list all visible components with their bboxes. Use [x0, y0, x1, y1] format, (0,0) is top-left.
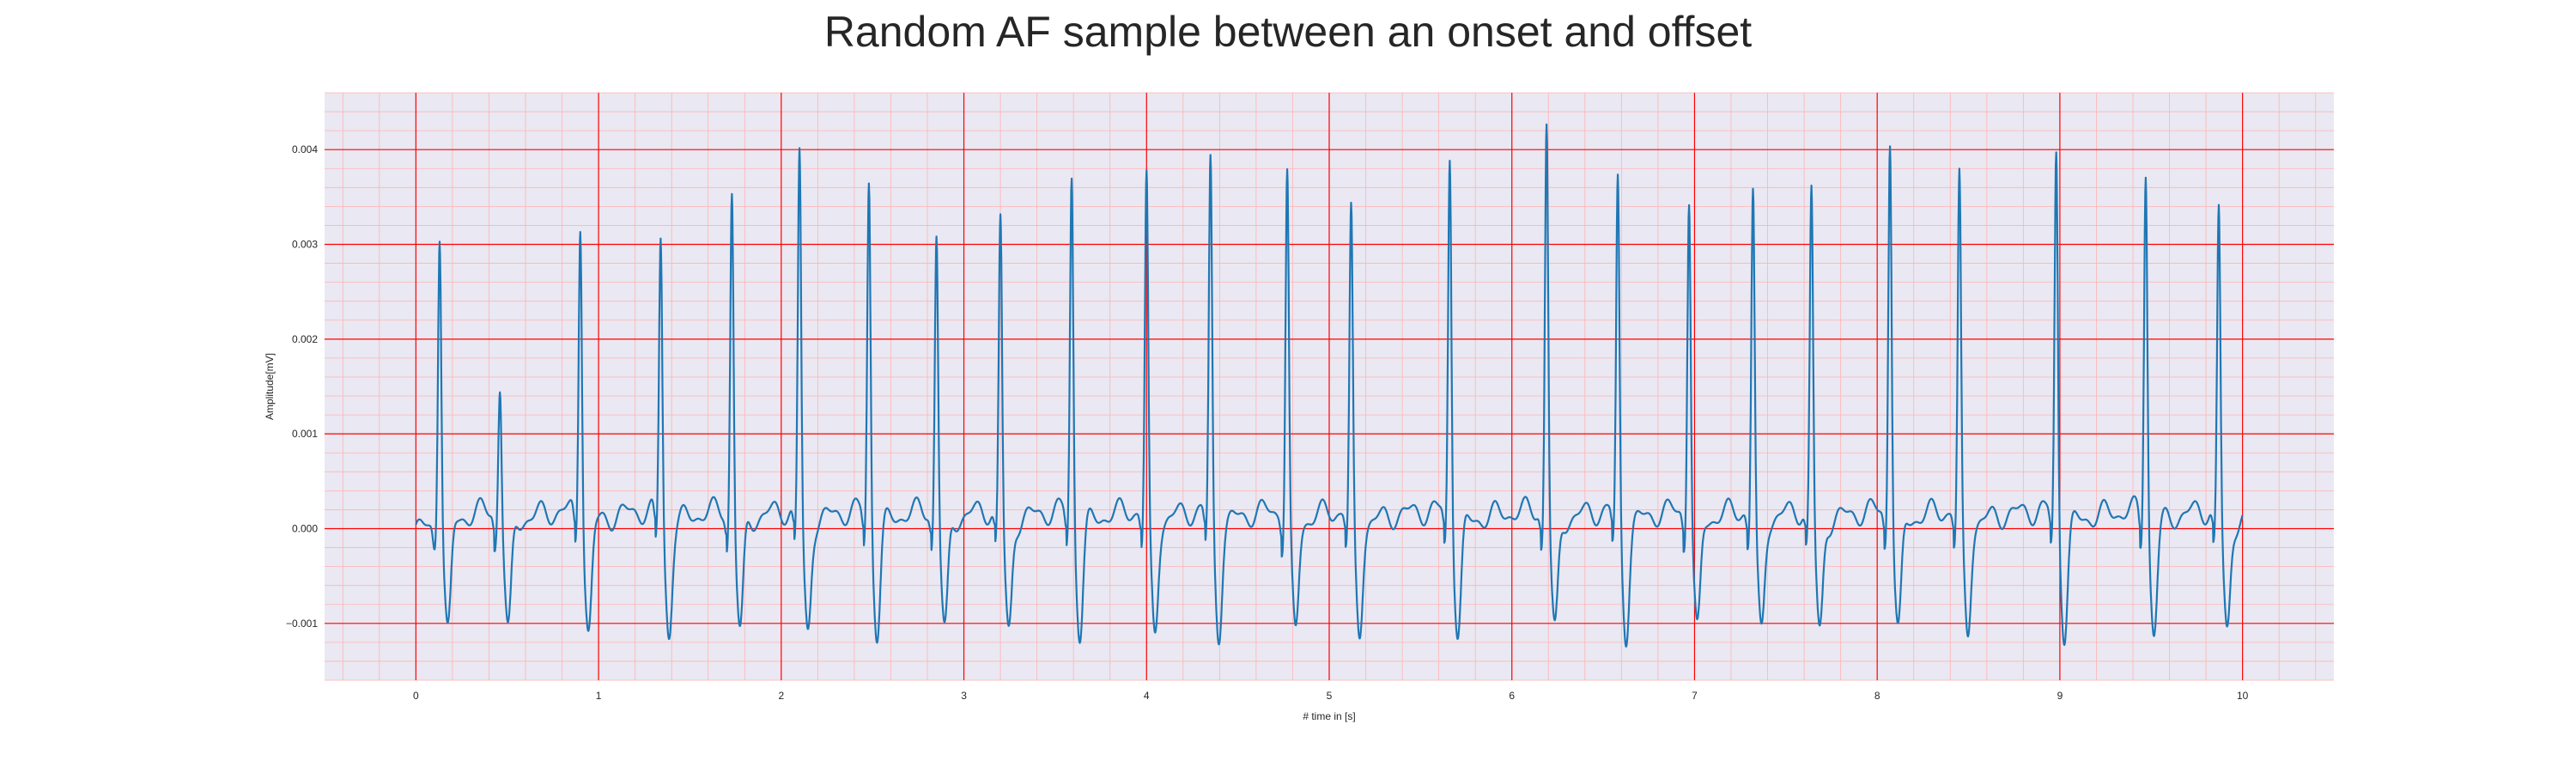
major-grid: [325, 93, 2334, 680]
y-tick-label: 0.002: [292, 333, 318, 345]
y-tick-label: 0.003: [292, 239, 318, 251]
x-tick-label: 7: [1692, 690, 1698, 702]
x-tick-label: 9: [2057, 690, 2063, 702]
x-tick-label: 10: [2237, 690, 2249, 702]
y-tick-label: 0.004: [292, 143, 318, 155]
y-tick-label: 0.001: [292, 428, 318, 440]
x-tick-label: 0: [413, 690, 419, 702]
x-tick-label: 5: [1327, 690, 1333, 702]
x-tick-label: 1: [596, 690, 602, 702]
y-tick-label: 0.000: [292, 522, 318, 534]
x-tick-label: 4: [1144, 690, 1150, 702]
x-axis-ticks: 0 1 2 3 4 5 6 7 8 9 10: [413, 690, 2249, 702]
y-tick-label: −0.001: [286, 618, 318, 630]
series-line: [415, 123, 2244, 648]
x-tick-label: 6: [1509, 690, 1515, 702]
x-tick-label: 8: [1874, 690, 1880, 702]
chart-title: Random AF sample between an onset and of…: [823, 8, 1753, 56]
x-tick-label: 2: [778, 690, 784, 702]
y-axis-label: Amplitude[mV]: [264, 353, 276, 420]
y-axis-ticks: −0.001 0.000 0.001 0.002 0.003 0.004: [286, 143, 318, 630]
x-axis-label: # time in [s]: [1303, 710, 1355, 722]
x-tick-label: 3: [961, 690, 967, 702]
